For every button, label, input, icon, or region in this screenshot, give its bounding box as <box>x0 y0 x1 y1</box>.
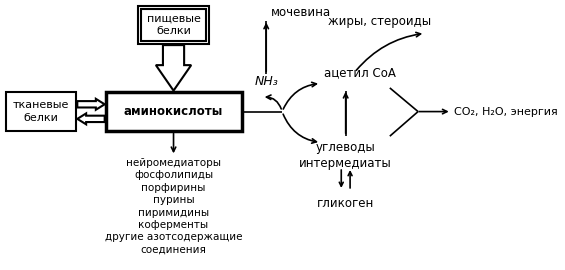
Polygon shape <box>156 45 191 91</box>
Bar <box>6 92 76 131</box>
Polygon shape <box>77 113 105 124</box>
Bar <box>141 9 206 42</box>
Bar <box>138 6 209 44</box>
Polygon shape <box>77 99 105 110</box>
Text: нейромедиаторы
фосфолипиды
порфирины
пурины
пиримидины
коферменты
другие азотсод: нейромедиаторы фосфолипиды порфирины пур… <box>105 158 242 255</box>
Bar <box>106 92 242 131</box>
Text: мочевина: мочевина <box>271 6 331 19</box>
Text: аминокислоты: аминокислоты <box>124 105 223 118</box>
Text: гликоген: гликоген <box>317 197 374 210</box>
Text: ацетил CoA: ацетил CoA <box>324 66 395 79</box>
Text: углеводы
интермедиаты: углеводы интермедиаты <box>299 141 392 170</box>
Text: пищевые
белки: пищевые белки <box>146 14 201 36</box>
Text: тканевые
белки: тканевые белки <box>13 100 69 123</box>
Text: NH₃: NH₃ <box>254 75 278 88</box>
Text: CO₂, H₂O, энергия: CO₂, H₂O, энергия <box>454 107 558 117</box>
Text: жиры, стероиды: жиры, стероиды <box>328 15 431 28</box>
